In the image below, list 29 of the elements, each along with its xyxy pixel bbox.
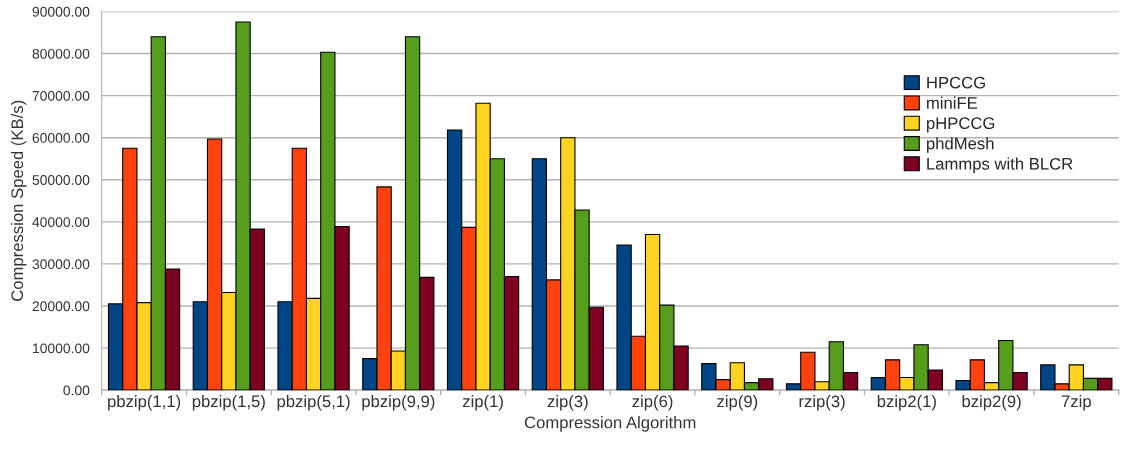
x-tick-label: bzip2(1) [877, 395, 936, 411]
legend-label: HPCCG [927, 76, 985, 89]
y-tick-label: 20000.00 [32, 301, 90, 312]
x-tick-label: bzip2(9) [962, 395, 1021, 411]
legend-label: pHPCCG [927, 117, 995, 133]
y-tick-label: 0.00 [63, 385, 90, 396]
legend-label: miniFE [927, 96, 978, 109]
x-tick-label: zip(3) [547, 395, 588, 411]
x-tick-label: pbzip(5,1) [277, 395, 350, 411]
y-tick-label: 50000.00 [32, 175, 90, 185]
x-tick-label: pbzip(1,1) [108, 395, 181, 411]
legend-label: phdMesh [927, 137, 994, 153]
y-axis-title: Compression Speed (KB/s) [10, 100, 27, 301]
y-tick-label: 10000.00 [33, 343, 90, 354]
legend-label: Lammps with BLCR [927, 157, 1073, 173]
y-tick-label: 40000.00 [32, 217, 90, 228]
y-tick-label: 90000.00 [32, 6, 90, 17]
x-axis-title: Compression Algorithm [524, 416, 696, 432]
x-tick-label: zip(9) [717, 395, 758, 411]
x-tick-label: pbzip(1,5) [192, 395, 265, 411]
y-tick-label: 70000.00 [32, 90, 90, 101]
y-tick-label: 60000.00 [32, 133, 90, 143]
x-tick-label: rzip(3) [799, 395, 845, 411]
x-tick-label: zip(1) [462, 395, 503, 411]
y-tick-label: 80000.00 [32, 48, 90, 59]
y-tick-label: 30000.00 [32, 259, 90, 270]
x-tick-label: 7zip [1061, 395, 1091, 411]
x-tick-label: zip(6) [632, 395, 673, 411]
x-tick-label: pbzip(9,9) [362, 395, 435, 411]
